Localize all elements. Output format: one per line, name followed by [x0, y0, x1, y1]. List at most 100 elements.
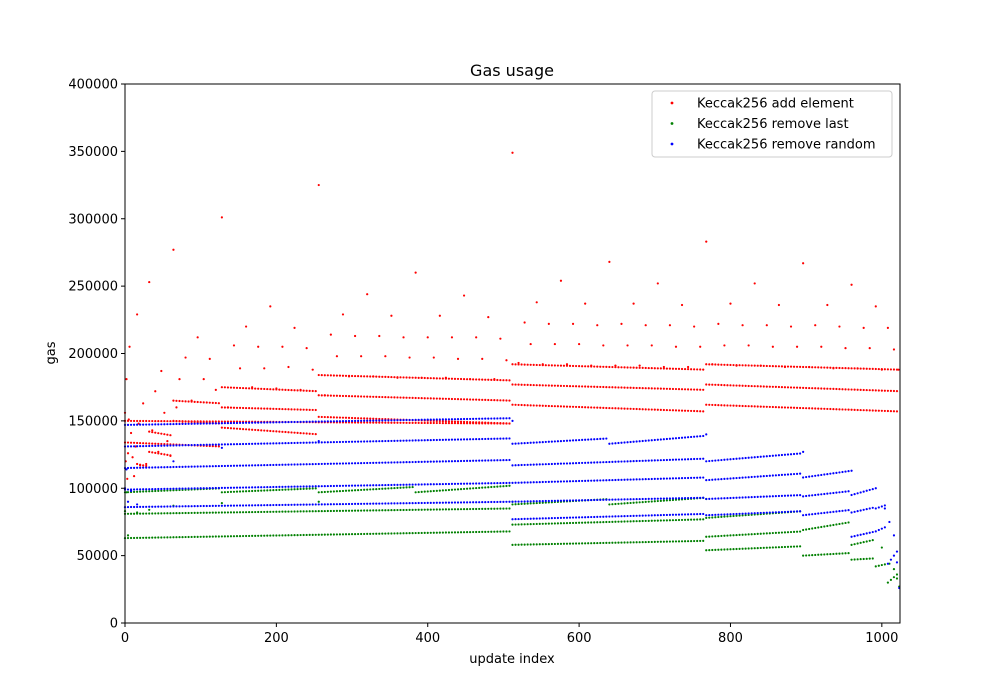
data-point	[432, 421, 435, 425]
data-point	[314, 533, 317, 536]
data-point	[617, 515, 620, 518]
data-point	[469, 487, 472, 490]
data-point	[662, 365, 665, 369]
data-point	[456, 508, 460, 511]
data-point	[593, 479, 596, 482]
data-point	[126, 419, 130, 422]
data-point	[847, 490, 850, 493]
data-point	[462, 531, 466, 534]
data-point	[629, 498, 632, 501]
data-point	[792, 406, 796, 409]
data-point	[347, 374, 351, 377]
data-point	[299, 487, 302, 491]
data-point	[817, 387, 820, 390]
data-point	[774, 546, 777, 549]
data-point	[429, 490, 432, 493]
data-point	[129, 431, 133, 435]
data-point	[744, 384, 747, 387]
data-point	[426, 397, 429, 400]
data-point	[508, 484, 511, 487]
data-point	[626, 498, 629, 501]
data-point	[602, 437, 605, 440]
data-point	[656, 438, 659, 441]
data-point	[753, 532, 756, 536]
data-point	[714, 383, 717, 386]
data-point	[674, 458, 678, 461]
data-point	[375, 461, 378, 464]
data-point	[335, 420, 339, 423]
data-point	[305, 389, 308, 392]
data-point	[131, 456, 134, 459]
data-point	[559, 384, 563, 387]
data-point	[723, 513, 726, 516]
data-point	[302, 533, 305, 537]
data-point	[671, 387, 675, 391]
data-point	[172, 419, 175, 422]
data-point	[260, 504, 263, 507]
data-point	[729, 513, 732, 516]
data-point	[311, 389, 314, 393]
data-point	[599, 498, 602, 501]
data-point	[372, 440, 375, 443]
data-point	[196, 535, 199, 538]
data-point	[254, 428, 257, 432]
data-point	[808, 386, 811, 390]
data-point	[332, 533, 335, 536]
data-point	[323, 485, 326, 488]
data-point	[762, 532, 765, 535]
data-point	[880, 546, 883, 549]
data-point	[453, 397, 457, 401]
data-point	[786, 365, 790, 368]
data-point	[835, 387, 838, 391]
data-point	[257, 345, 260, 348]
data-point	[656, 459, 659, 462]
data-point	[384, 439, 387, 443]
data-point	[662, 499, 665, 502]
data-point	[732, 457, 735, 461]
data-point	[705, 535, 708, 538]
data-point	[605, 406, 608, 410]
data-point	[450, 488, 454, 491]
data-point	[829, 553, 832, 556]
data-point	[187, 400, 190, 403]
data-point	[750, 475, 753, 479]
data-point	[880, 527, 883, 530]
data-point	[889, 389, 893, 393]
data-point	[220, 386, 223, 389]
data-point	[668, 324, 672, 327]
data-point	[139, 419, 142, 423]
data-point	[674, 477, 678, 480]
data-point	[472, 501, 475, 504]
data-point	[326, 462, 329, 465]
data-point	[614, 478, 617, 482]
data-point	[490, 500, 493, 504]
data-point	[535, 463, 538, 466]
data-point	[805, 365, 808, 369]
data-point	[129, 536, 133, 540]
data-point	[269, 485, 272, 489]
data-point	[199, 443, 202, 446]
data-point	[596, 461, 599, 464]
data-point	[647, 408, 650, 411]
data-point	[360, 375, 363, 378]
data-point	[799, 386, 802, 389]
data-point	[332, 394, 335, 397]
data-point	[241, 427, 245, 431]
data-point	[338, 416, 342, 419]
data-point	[571, 439, 575, 442]
data-point	[462, 294, 466, 297]
data-point	[838, 510, 841, 513]
data-point	[441, 377, 444, 380]
data-point	[517, 481, 520, 484]
data-point	[254, 504, 257, 507]
data-point	[696, 518, 699, 521]
data-point	[850, 558, 853, 561]
data-point	[317, 394, 320, 397]
data-point	[859, 367, 862, 370]
data-point	[581, 365, 584, 368]
data-point	[499, 379, 502, 382]
data-point	[405, 483, 408, 486]
data-point	[420, 421, 423, 425]
data-point	[638, 514, 641, 517]
data-point	[293, 485, 296, 488]
